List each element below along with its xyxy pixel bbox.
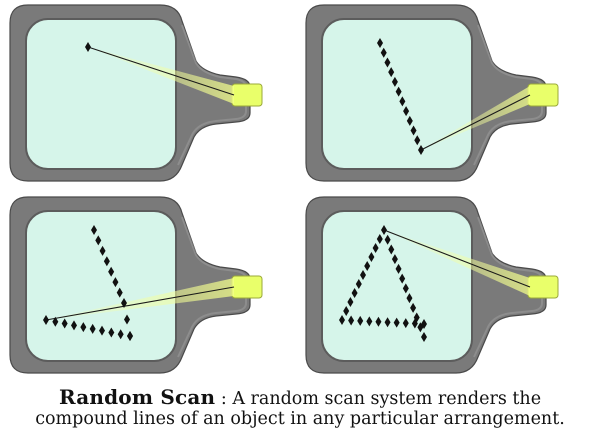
scan-dot [89, 323, 96, 334]
scan-dot [414, 135, 421, 146]
scan-dot [339, 315, 345, 325]
scan-dot [108, 327, 115, 338]
scan-dot [351, 288, 358, 298]
scan-dot [406, 115, 413, 126]
scan-dot [381, 225, 387, 235]
scan-dot [384, 57, 391, 68]
scan-dot [124, 314, 130, 325]
scan-dot [417, 322, 424, 333]
scan-dot [402, 283, 409, 294]
electron-beam [87, 46, 235, 96]
scan-dot [368, 252, 375, 262]
scan-dot [108, 266, 115, 277]
scan-dot [95, 235, 102, 246]
scan-dot [372, 243, 379, 253]
crt-screen [321, 18, 473, 170]
scan-dot [348, 315, 355, 326]
scan-dot [360, 270, 366, 280]
crt-panel-triangle-complete [305, 196, 559, 374]
scan-dot [410, 302, 417, 313]
scan-dot [388, 67, 395, 78]
scan-dot [377, 38, 383, 48]
scan-dot [103, 256, 110, 267]
scan-dot [421, 332, 427, 342]
crt-panel-triangle-lines-partial [9, 196, 263, 374]
caption-line-1-text: A random scan system renders the [232, 389, 542, 409]
caption-title: Random Scan [58, 385, 216, 409]
random-scan-diagram [9, 4, 559, 374]
crt-screen [25, 210, 177, 362]
scan-dot [91, 225, 97, 235]
scan-dot [393, 317, 400, 328]
scan-dot [43, 315, 49, 325]
scan-dot [411, 318, 418, 329]
electron-gun [231, 275, 263, 299]
scan-dot [395, 86, 402, 97]
scan-dot [403, 106, 410, 117]
scan-dot [399, 96, 406, 107]
electron-beam-glow [384, 230, 530, 296]
scan-dot [418, 145, 424, 155]
scan-dot [384, 317, 391, 328]
scan-dot [80, 322, 87, 333]
scan-dot [421, 319, 427, 329]
scan-dot [364, 261, 371, 271]
scan-dot [99, 325, 105, 336]
scan-dot [402, 318, 409, 329]
scan-dot [391, 254, 398, 265]
crt-screen [321, 210, 473, 362]
scan-dot [384, 234, 391, 245]
scan-dot [71, 320, 77, 331]
scan-dot [355, 279, 362, 289]
crt-panel-one-line-started [9, 4, 263, 182]
electron-beam [45, 286, 235, 321]
scan-dot [376, 234, 383, 244]
scan-dot [366, 316, 373, 327]
scan-dot [347, 297, 354, 307]
scan-dot [410, 125, 417, 136]
scan-dot [52, 316, 59, 327]
electron-beam-glow [88, 47, 234, 104]
scan-dot [375, 316, 382, 327]
scan-dot [399, 273, 406, 284]
scan-dot [127, 331, 133, 341]
scan-dot [61, 318, 68, 329]
scan-dot [380, 47, 387, 58]
electron-beam-glow [421, 86, 530, 150]
electron-beam [420, 94, 531, 151]
crt-screen [25, 18, 177, 170]
scan-dot [391, 76, 398, 87]
caption-line-2: compound lines of an object in any parti… [35, 409, 565, 429]
scan-dot [343, 306, 350, 316]
scan-dot [99, 245, 106, 256]
scan-dot [121, 298, 127, 308]
caption-separator: : [215, 389, 233, 409]
scan-dot [406, 293, 413, 304]
electron-gun [231, 83, 263, 107]
scan-dot [112, 277, 119, 288]
scan-dot [85, 42, 91, 52]
electron-beam [383, 229, 531, 288]
scan-dot [395, 263, 402, 274]
electron-gun [527, 83, 559, 107]
scan-dot [117, 329, 124, 340]
scan-dot [116, 287, 123, 298]
scan-dot [413, 312, 420, 323]
electron-gun [527, 275, 559, 299]
crt-panel-diagonal-line-drawn [305, 4, 559, 182]
scan-dot [388, 244, 395, 255]
caption-line-1: Random Scan : A random scan system rende… [0, 385, 600, 409]
scan-dot [357, 315, 364, 326]
electron-beam-glow [46, 278, 234, 320]
